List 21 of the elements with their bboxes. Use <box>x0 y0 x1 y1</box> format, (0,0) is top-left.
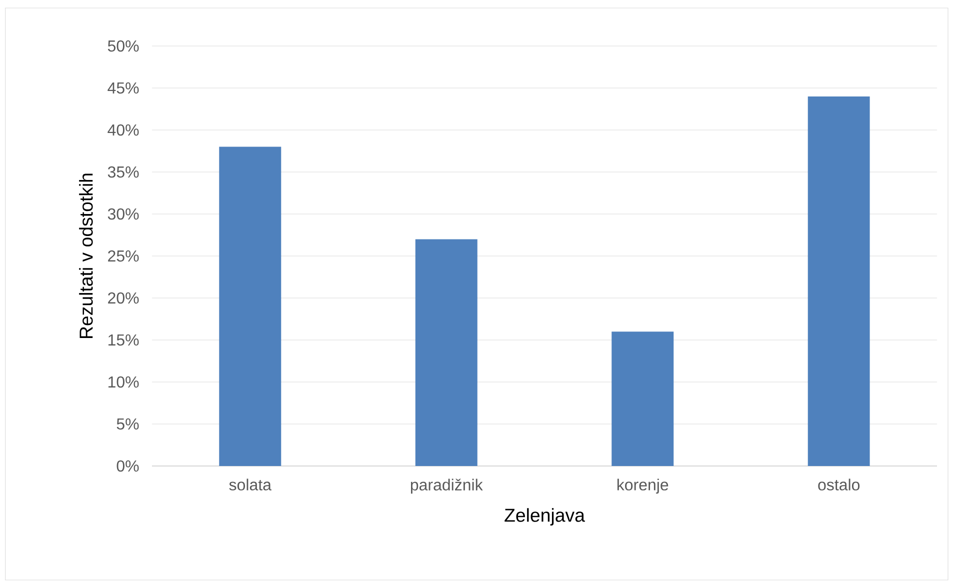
y-tick-label: 30% <box>108 208 139 220</box>
x-tick-label: korenje <box>617 478 668 494</box>
bar <box>415 239 478 466</box>
y-tick-label: 45% <box>108 82 139 94</box>
y-tick-label: 50% <box>108 40 139 52</box>
y-tick-label: 40% <box>108 124 139 136</box>
y-tick-label: 10% <box>108 376 139 388</box>
y-tick-label: 20% <box>108 292 139 304</box>
y-tick-label: 25% <box>108 250 139 262</box>
x-tick-label: paradižnik <box>410 478 483 494</box>
bar <box>808 96 870 466</box>
bar <box>219 146 282 466</box>
y-tick-label: 35% <box>108 166 139 178</box>
y-tick-label: 0% <box>116 460 139 472</box>
y-tick-label: 15% <box>108 334 139 346</box>
x-tick-label: ostalo <box>818 478 860 490</box>
y-axis-title: Rezultati v odstotkih <box>79 174 93 338</box>
bar <box>612 332 674 466</box>
x-axis-title: Zelenjava <box>504 508 585 526</box>
y-tick-label: 5% <box>116 418 139 430</box>
x-tick-label: solata <box>229 478 272 490</box>
